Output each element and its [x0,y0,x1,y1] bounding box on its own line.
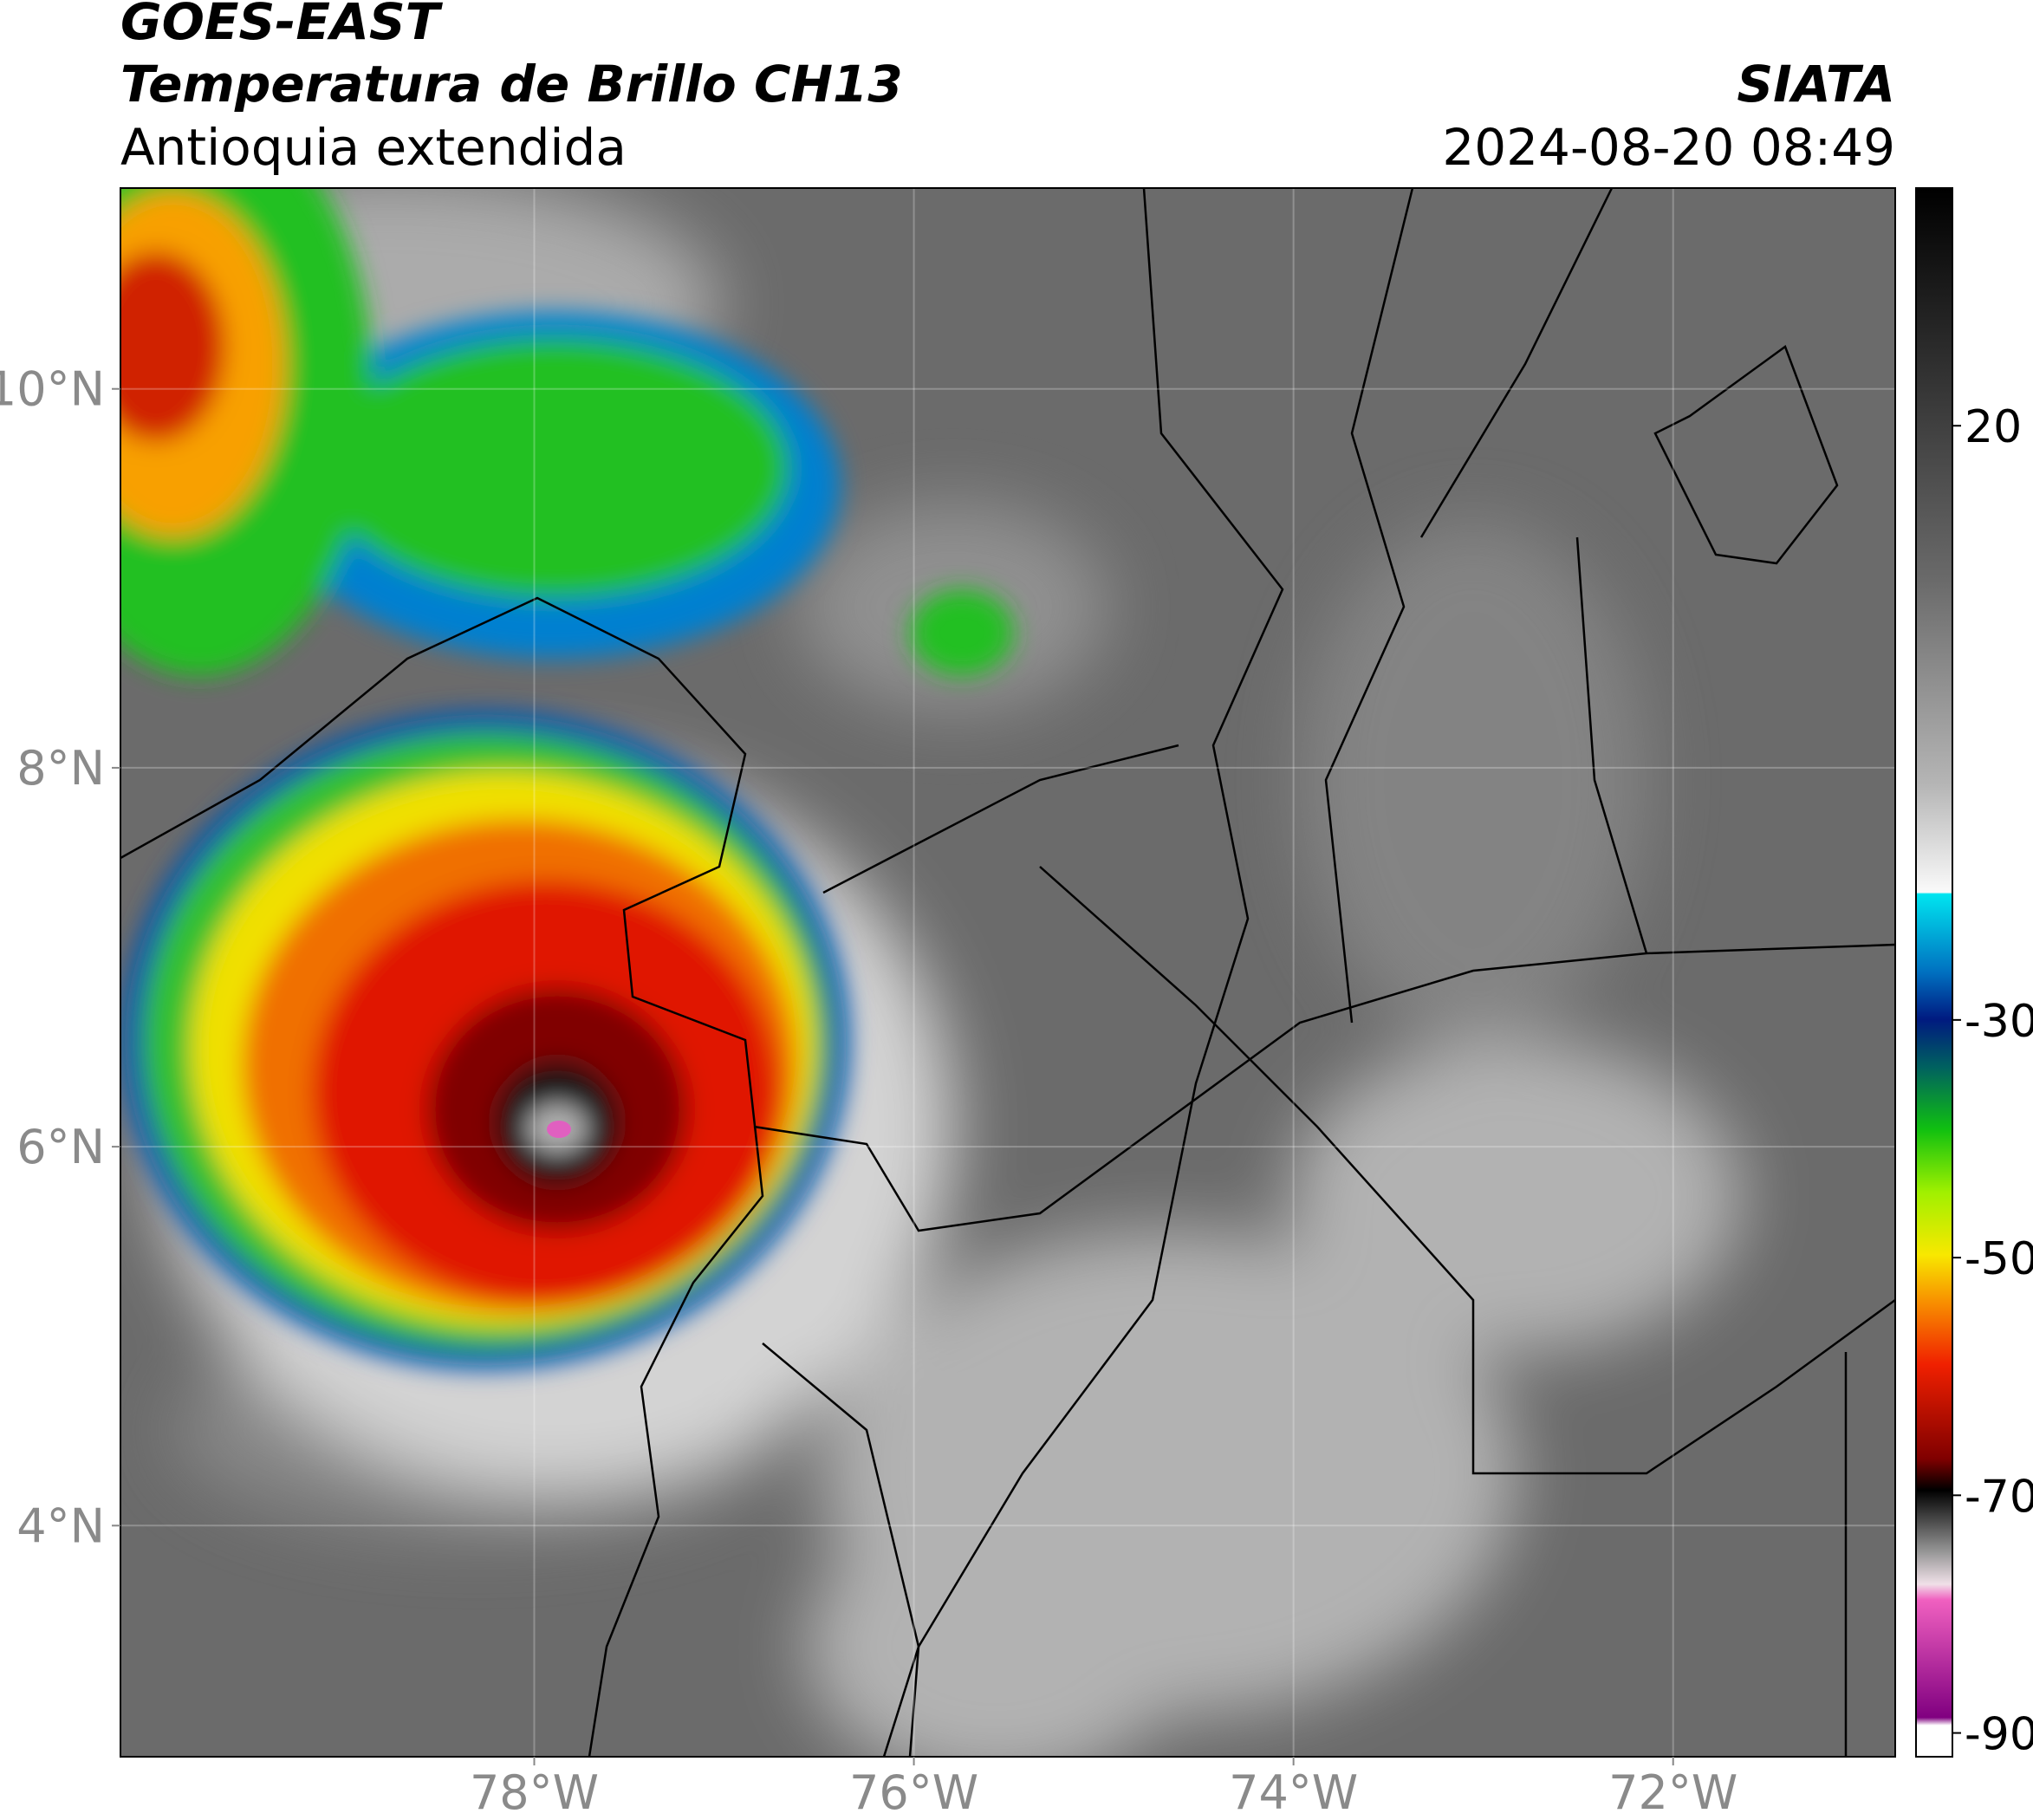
map-grid [120,188,1895,1757]
x-tick-label: 78°W [470,1765,599,1820]
region: Antioquia extendida [120,118,627,177]
x-tick-label: 76°W [849,1765,978,1820]
colorbar [1915,187,1953,1758]
colorbar-tick-label: -50 [1965,1233,2033,1285]
y-tick-label: 6°N [16,1120,105,1174]
x-tick-label: 72°W [1608,1765,1737,1820]
map-frame [120,187,1896,1758]
x-tick-label: 74°W [1229,1765,1358,1820]
colorbar-tick-label: -90 [1965,1709,2033,1761]
y-tick-label: 4°N [16,1498,105,1553]
satellite-image [120,188,1895,1757]
y-tick-label: 8°N [16,741,105,796]
datetime: 2024-08-20 08:49 [1442,118,1895,177]
colorbar-tick-label: -30 [1965,996,2033,1048]
y-tick-label: 10°N [0,362,105,417]
title: GOES-EAST [120,0,444,51]
colorbar-tick-label: -70 [1965,1471,2033,1523]
colorbar-tick-label: 20 [1965,401,2022,453]
source: SIATA [1737,55,1895,114]
subtitle: Temperatura de Brillo CH13 [120,55,903,114]
